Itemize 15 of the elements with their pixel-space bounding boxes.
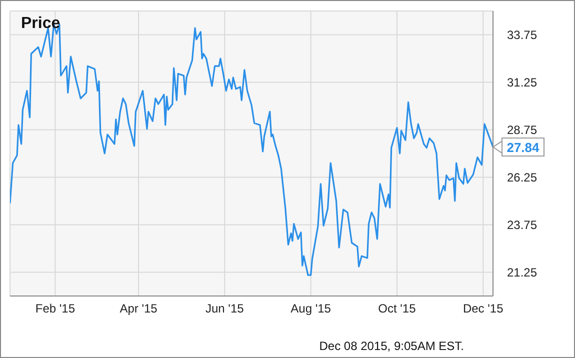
chart-title: Price bbox=[20, 14, 62, 34]
x-tick-label: Dec '15 bbox=[462, 302, 504, 316]
text: Dec 08 2015, 9:05AM EST. bbox=[319, 339, 464, 353]
annotation: 27.84 bbox=[506, 140, 540, 156]
x-tick-label: Feb '15 bbox=[35, 302, 76, 316]
x-tick-label: Oct '15 bbox=[378, 302, 416, 316]
y-tick-label: 28.75 bbox=[507, 123, 538, 138]
x-tick-label: Aug '15 bbox=[290, 302, 332, 316]
y-tick-label: 21.25 bbox=[507, 266, 538, 280]
y-tick-label: 31.25 bbox=[507, 76, 538, 90]
y-tick-label: 33.75 bbox=[507, 28, 538, 42]
x-tick-label: Jun '15 bbox=[206, 302, 244, 316]
x-tick-label: Apr '15 bbox=[120, 302, 158, 316]
y-tick-label: 26.25 bbox=[507, 170, 538, 185]
y-tick-label: 23.75 bbox=[507, 218, 538, 232]
